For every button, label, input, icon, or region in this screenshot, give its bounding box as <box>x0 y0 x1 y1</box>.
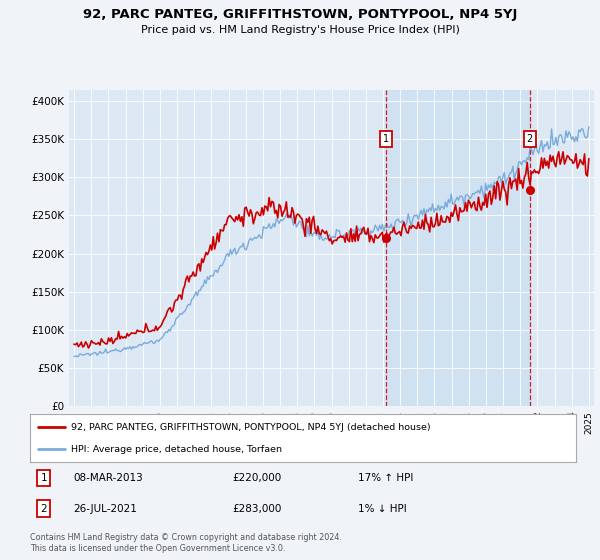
Text: 92, PARC PANTEG, GRIFFITHSTOWN, PONTYPOOL, NP4 5YJ: 92, PARC PANTEG, GRIFFITHSTOWN, PONTYPOO… <box>83 8 517 21</box>
Text: 17% ↑ HPI: 17% ↑ HPI <box>358 473 413 483</box>
Text: £220,000: £220,000 <box>232 473 281 483</box>
Bar <box>386 90 530 406</box>
Text: Price paid vs. HM Land Registry's House Price Index (HPI): Price paid vs. HM Land Registry's House … <box>140 25 460 35</box>
Text: 26-JUL-2021: 26-JUL-2021 <box>74 503 137 514</box>
Text: HPI: Average price, detached house, Torfaen: HPI: Average price, detached house, Torf… <box>71 445 282 454</box>
Text: £283,000: £283,000 <box>232 503 281 514</box>
Text: 1% ↓ HPI: 1% ↓ HPI <box>358 503 406 514</box>
Text: 2: 2 <box>527 134 533 144</box>
Text: 1: 1 <box>40 473 47 483</box>
Text: 08-MAR-2013: 08-MAR-2013 <box>74 473 143 483</box>
Text: Contains HM Land Registry data © Crown copyright and database right 2024.
This d: Contains HM Land Registry data © Crown c… <box>30 533 342 553</box>
Text: 1: 1 <box>383 134 389 144</box>
Text: 92, PARC PANTEG, GRIFFITHSTOWN, PONTYPOOL, NP4 5YJ (detached house): 92, PARC PANTEG, GRIFFITHSTOWN, PONTYPOO… <box>71 423 431 432</box>
Text: 2: 2 <box>40 503 47 514</box>
